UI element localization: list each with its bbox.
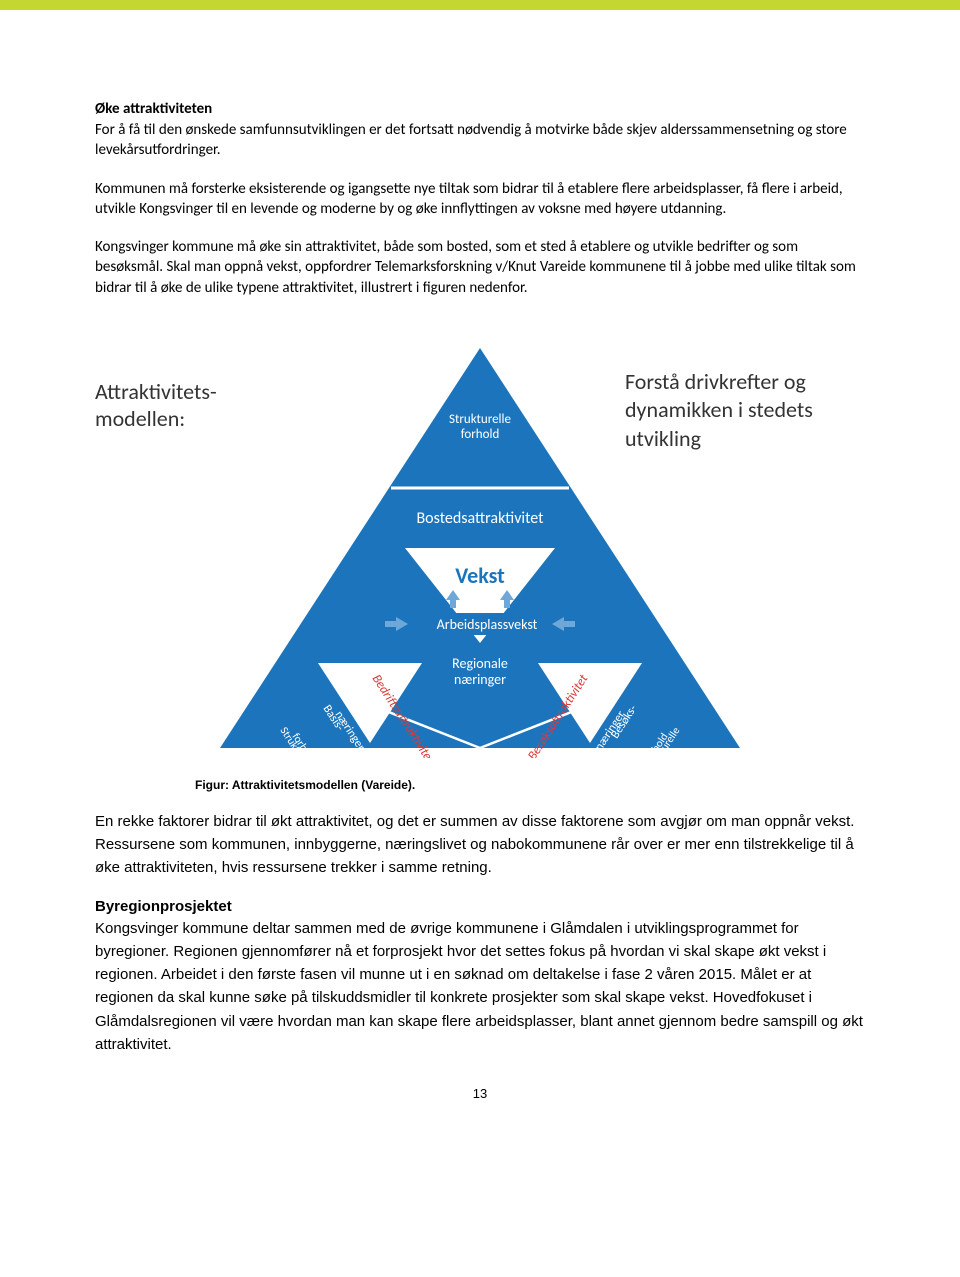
paragraph: Kongsvinger kommune må øke sin attraktiv… [95,237,865,298]
paragraph: Kommunen må forsterke eksisterende og ig… [95,179,865,220]
paragraph: For å få til den ønskede samfunnsutvikli… [95,120,865,161]
apex-line-2: forhold [461,427,500,442]
page-content: Øke attraktiviteten For å få til den øns… [0,10,960,1141]
attraktivitets-pyramid-figure: Attraktivitets- modellen: Forstå drivkre… [95,338,865,758]
top-accent-bar [0,0,960,10]
section-heading-attraktivitet: Øke attraktiviteten [95,100,865,118]
figure-caption: Figur: Attraktivitetsmodellen (Vareide). [195,778,865,792]
page-number: 13 [95,1086,865,1101]
apex-line-1: Strukturelle [449,412,511,427]
paragraph: Kongsvinger kommune deltar sammen med de… [95,917,865,1057]
vekst-label: Vekst [455,562,505,589]
paragraph: En rekke faktorer bidrar til økt attrakt… [95,810,865,880]
regionale-line-2: næringer [454,671,506,688]
figure-left-title: Attraktivitets- modellen: [95,378,217,433]
arbeidsplassvekst-label: Arbeidsplassvekst [437,616,538,633]
section-heading-byregion: Byregionprosjektet [95,898,865,915]
mid-label: Bostedsattraktivitet [416,509,544,528]
regionale-line-1: Regionale [452,655,508,672]
pyramid-svg: Strukturelle forhold Bostedsattraktivite… [210,338,750,758]
